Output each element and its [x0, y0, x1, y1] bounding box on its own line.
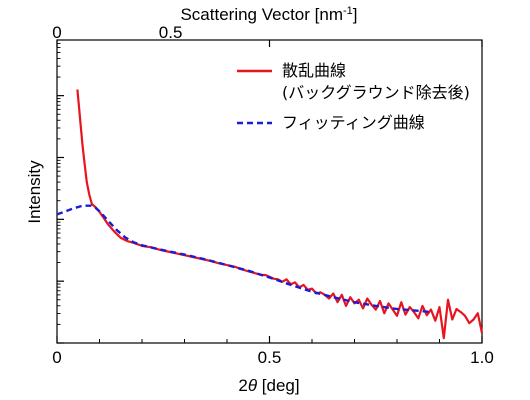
x-tick-label: 0 [52, 348, 61, 367]
x-axis: 0 0.5 1.0 [52, 40, 494, 367]
x-axis-title: 2θ [deg] [238, 376, 299, 395]
legend-label: (バックグラウンド除去後) [282, 83, 470, 102]
scattering-curve-line [76, 89, 484, 340]
x-tick-label: 0.5 [258, 348, 282, 367]
top-tick-label: 0.5 [159, 23, 183, 42]
y-axis [57, 42, 64, 344]
series-layer [56, 89, 484, 340]
top-axis-title: Scattering Vector [nm-1] [180, 5, 357, 24]
legend-label: 散乱曲線 [282, 61, 346, 80]
fitting-curve-line [56, 204, 432, 314]
x-tick-label: 1.0 [470, 348, 494, 367]
legend-label: フィッティング曲線 [282, 113, 425, 132]
legend: 散乱曲線 (バックグラウンド除去後) フィッティング曲線 [237, 61, 470, 132]
top-tick-label: 0 [52, 23, 61, 42]
top-axis: 0 0.5 [52, 23, 182, 42]
y-axis-title: Intensity [25, 160, 44, 224]
